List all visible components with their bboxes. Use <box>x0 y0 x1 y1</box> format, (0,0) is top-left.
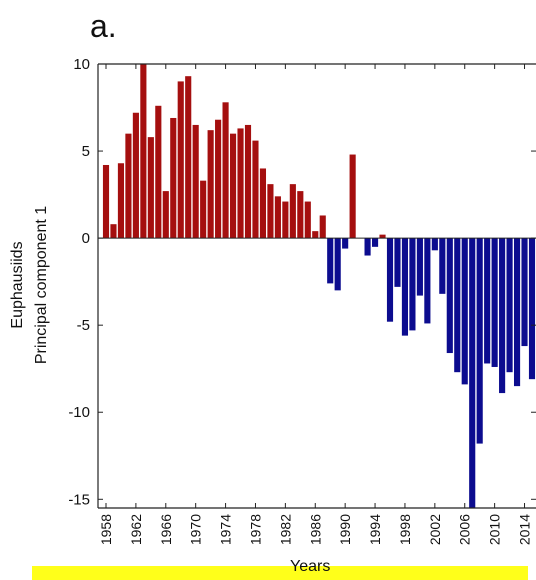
bar-2004 <box>446 238 453 354</box>
bar-1980 <box>267 184 274 239</box>
bar-1977 <box>244 124 252 239</box>
x-tick-label: 1974 <box>218 514 234 545</box>
y-ticks: 10 5 0 -5 -10 -15 <box>68 56 536 508</box>
axes <box>97 63 536 509</box>
bar-1975 <box>229 133 237 239</box>
bar-1993 <box>364 238 371 256</box>
x-tick-label: 2014 <box>517 514 533 545</box>
x-tick-label: 1982 <box>277 514 293 545</box>
bar-2010 <box>491 238 498 367</box>
x-axis-label-highlight <box>32 566 528 580</box>
bar-1971 <box>200 180 207 239</box>
bar-1984 <box>297 191 304 239</box>
bar-1981 <box>274 196 281 239</box>
x-tick-label: 1978 <box>247 514 263 545</box>
y-tick-label: 5 <box>82 143 90 160</box>
x-tick-label: 1970 <box>188 514 204 545</box>
bar-1960 <box>117 163 125 239</box>
bar-1976 <box>237 128 244 239</box>
bar-1973 <box>215 119 222 239</box>
bar-2006 <box>461 238 468 385</box>
bar-1997 <box>394 238 401 287</box>
bar-1986 <box>312 231 319 239</box>
bar-1994 <box>371 238 379 247</box>
bar-2011 <box>499 238 506 394</box>
bar-1987 <box>319 215 326 239</box>
x-tick-label: 1958 <box>98 514 114 545</box>
bar-1972 <box>207 130 214 239</box>
bar-1998 <box>401 238 409 336</box>
bar-1968 <box>177 81 184 239</box>
x-tick-label: 1966 <box>158 514 174 545</box>
bar-2003 <box>439 238 446 294</box>
bar-2012 <box>506 238 513 373</box>
bar-1996 <box>386 238 394 322</box>
x-tick-label: 1962 <box>128 514 144 545</box>
bar-2002 <box>431 238 438 251</box>
bar-1982 <box>282 201 289 239</box>
bar-2007 <box>469 238 476 508</box>
bar-1990 <box>342 238 349 249</box>
y-tick-label: 0 <box>82 230 90 247</box>
y-tick-label: -15 <box>68 491 90 508</box>
bar-2013 <box>513 238 521 387</box>
bar-1964 <box>147 137 154 239</box>
bar-1958 <box>102 164 110 239</box>
x-tick-label: 2010 <box>487 514 503 545</box>
bar-2015 <box>528 238 536 380</box>
bar-1967 <box>170 117 177 239</box>
bar-2008 <box>476 238 483 444</box>
bar-1963 <box>140 64 147 239</box>
bar-2014 <box>521 238 528 347</box>
x-tick-label: 2002 <box>427 514 443 545</box>
x-ticks: 1958 1962 1966 1970 1974 1978 1982 1986 1990 1994… <box>98 64 533 545</box>
bar-series <box>102 64 536 508</box>
panel-label: a. <box>90 8 117 44</box>
bar-2001 <box>424 238 431 324</box>
bar-1999 <box>409 238 416 331</box>
bar-1962 <box>132 112 139 239</box>
x-tick-label: 1994 <box>367 514 383 545</box>
bar-1988 <box>327 238 334 284</box>
bar-1966 <box>162 191 169 239</box>
x-axis-label: Years <box>290 558 331 575</box>
bar-1969 <box>185 76 192 239</box>
y-tick-label: -5 <box>77 317 90 334</box>
bar-1995 <box>379 234 386 239</box>
bar-1961 <box>125 133 132 239</box>
y-tick-label: -10 <box>68 404 90 421</box>
bar-1989 <box>334 238 341 291</box>
bar-1991 <box>349 154 356 239</box>
bar-1985 <box>304 201 311 239</box>
bar-2009 <box>484 238 491 364</box>
y-tick-label: 10 <box>73 56 90 73</box>
x-tick-label: 2006 <box>457 514 473 545</box>
x-tick-label: 1986 <box>307 514 323 545</box>
bar-1983 <box>289 184 296 239</box>
bar-1959 <box>110 224 117 239</box>
bar-2000 <box>416 238 423 296</box>
x-tick-label: 1998 <box>397 514 413 545</box>
bar-2005 <box>454 238 461 373</box>
bar-1970 <box>192 124 199 239</box>
bar-1965 <box>155 105 162 239</box>
bar-1979 <box>259 168 267 239</box>
x-tick-label: 1990 <box>337 514 353 545</box>
bar-1974 <box>222 102 229 239</box>
bar-1978 <box>252 140 259 239</box>
